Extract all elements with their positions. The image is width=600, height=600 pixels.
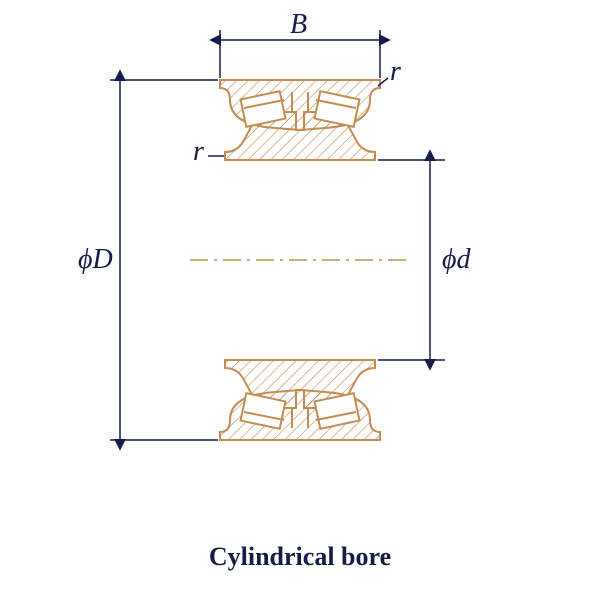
label-D: ϕD bbox=[78, 244, 113, 275]
label-B: B bbox=[290, 9, 307, 40]
label-r-side: r bbox=[193, 136, 204, 167]
label-r-top: r bbox=[390, 56, 401, 87]
caption: Cylindrical bore bbox=[209, 542, 391, 571]
label-d: ϕd bbox=[442, 244, 471, 275]
bearing-diagram: B r r ϕD ϕd Cylindrical bore bbox=[0, 0, 600, 600]
